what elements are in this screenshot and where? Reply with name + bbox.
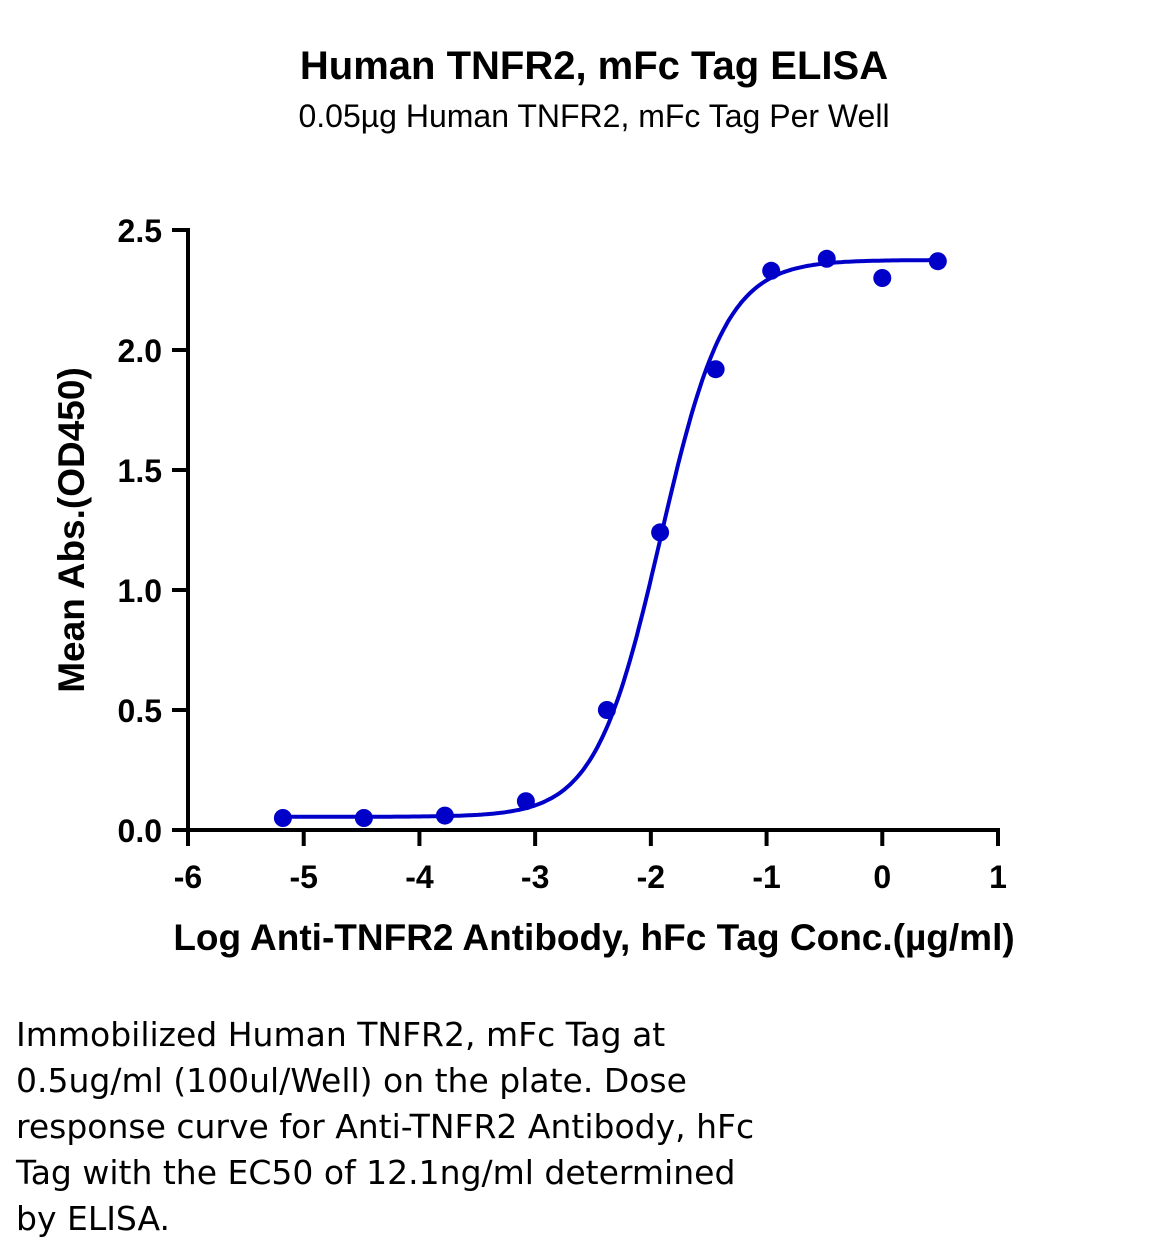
y-tick-label: 0.5	[118, 693, 162, 729]
fit-curve	[282, 258, 938, 819]
x-tick-label: -6	[174, 859, 202, 895]
data-point	[817, 249, 836, 268]
data-point	[762, 261, 781, 280]
x-tick-label: -4	[405, 859, 434, 895]
data-point	[706, 360, 725, 379]
data-point	[597, 701, 616, 719]
data-point	[873, 269, 892, 287]
data-point	[651, 523, 670, 542]
y-tick-label: 2.5	[118, 213, 162, 249]
data-point	[435, 806, 454, 825]
data-point	[516, 792, 535, 811]
x-tick-label: -5	[289, 859, 317, 895]
chart-subtitle: 0.05µg Human TNFR2, mFc Tag Per Well	[298, 98, 890, 134]
elisa-chart: 0.0 0.5 1.0 1.5 2.0 2.5 -6 -5 -4 -3 -2 -1 0 1 Log An…	[51, 213, 1015, 958]
data-point	[928, 252, 947, 271]
y-tick-label: 2.0	[118, 333, 162, 369]
x-tick-label: -3	[521, 859, 549, 895]
y-axis-label: Mean Abs.(OD450)	[51, 367, 92, 693]
x-tick-label: -2	[637, 859, 665, 895]
caption-line: 0.5ug/ml (100ul/Well) on the plate. Dose	[16, 1061, 687, 1100]
caption-line: response curve for Anti-TNFR2 Antibody, …	[16, 1107, 755, 1146]
x-tick-label: 1	[989, 859, 1007, 895]
x-tick-label: 0	[873, 859, 891, 895]
y-tick-label: 1.0	[118, 573, 162, 609]
caption-line: Immobilized Human TNFR2, mFc Tag at	[16, 1015, 666, 1054]
data-point	[273, 809, 292, 827]
y-tick-label: 0.0	[118, 813, 162, 849]
y-tick-label: 1.5	[118, 453, 162, 489]
x-tick-label: -1	[752, 859, 780, 895]
caption-line: Tag with the EC50 of 12.1ng/ml determine…	[16, 1153, 736, 1192]
chart-title: Human TNFR2, mFc Tag ELISA	[299, 44, 889, 88]
figure-caption: Immobilized Human TNFR2, mFc Tag at 0.5u…	[16, 1012, 916, 1242]
data-point	[354, 809, 373, 827]
caption-line: by ELISA.	[16, 1199, 170, 1238]
x-axis-label: Log Anti-TNFR2 Antibody, hFc Tag Conc.(µ…	[173, 917, 1014, 958]
